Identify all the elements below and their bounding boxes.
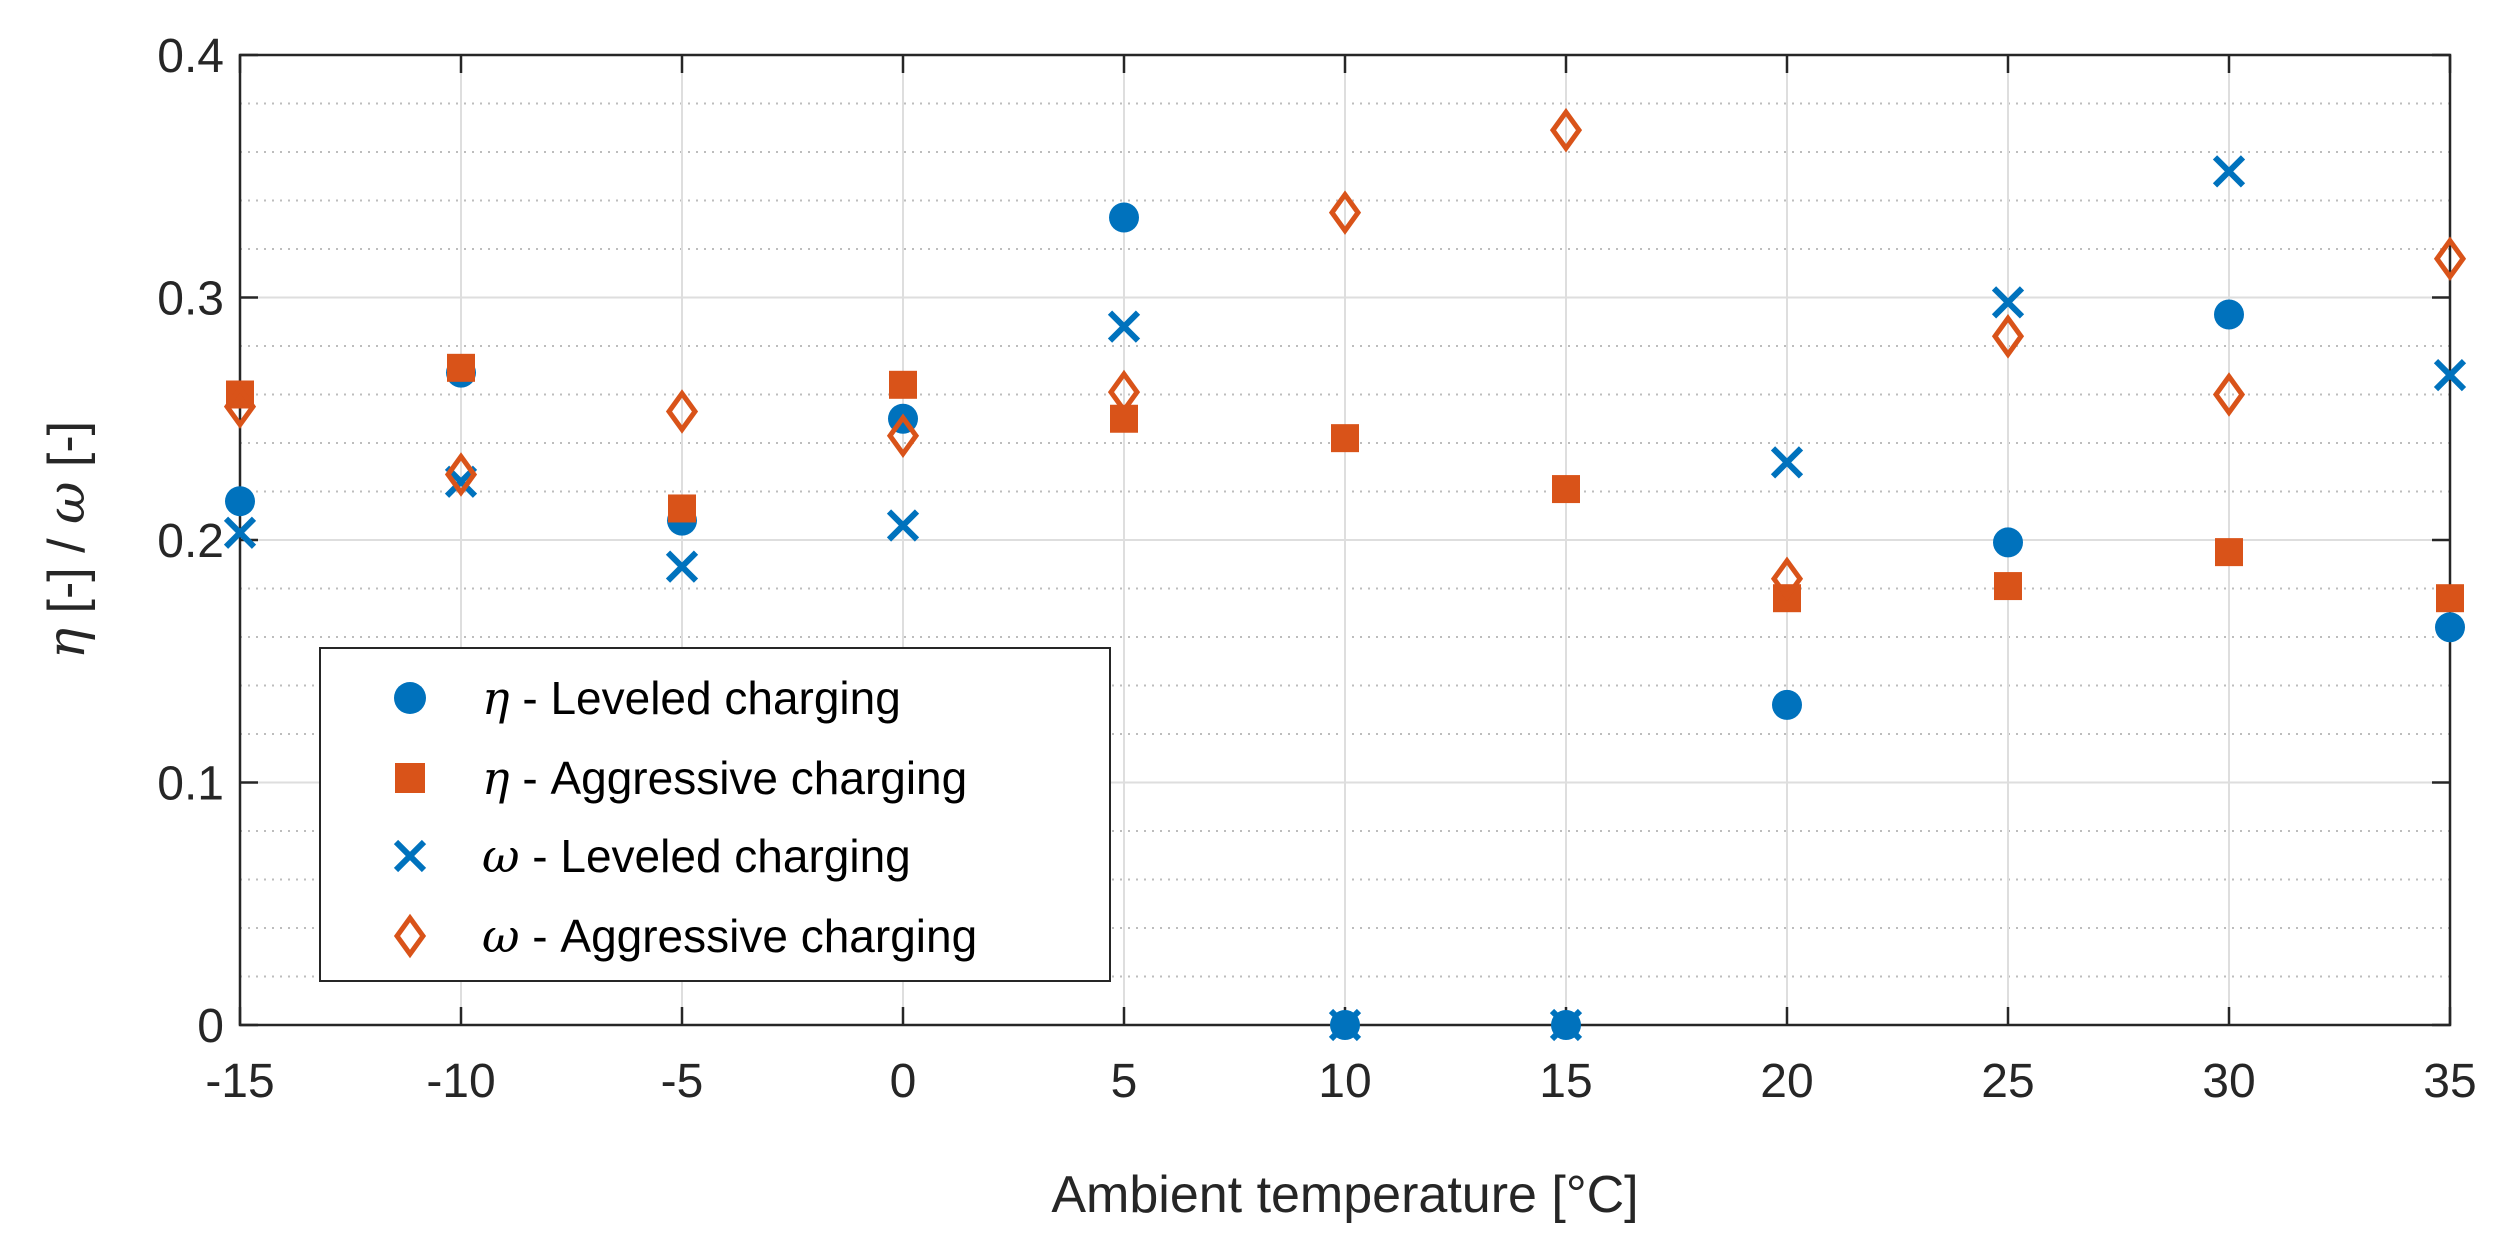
data-point-diamond bbox=[2212, 372, 2246, 417]
legend-entry-omega-leveled: ω - Leveled charging bbox=[393, 829, 911, 883]
y-tick-label: 0.1 bbox=[157, 758, 224, 811]
x-tick-label: 0 bbox=[890, 1055, 917, 1108]
data-point-circle bbox=[1772, 689, 1802, 720]
legend-box bbox=[319, 647, 1111, 982]
legend-symbol-eta: η bbox=[482, 751, 510, 805]
x-tick-label: -5 bbox=[661, 1055, 704, 1108]
y-tick-label: 0 bbox=[197, 1000, 224, 1053]
data-point-circle bbox=[1109, 202, 1139, 233]
legend-label-eta-aggressive: - Aggressive charging bbox=[510, 752, 968, 804]
legend-marker-x bbox=[393, 839, 427, 873]
data-point-diamond bbox=[444, 452, 478, 497]
svg-text:ω - Leveled charging: ω - Leveled charging bbox=[482, 829, 911, 883]
legend-symbol-omega: ω bbox=[482, 829, 520, 883]
x-tick-label: 5 bbox=[1111, 1055, 1138, 1108]
data-point-diamond bbox=[1107, 369, 1141, 415]
x-axis-title: Ambient temperature [°C] bbox=[1051, 1166, 1638, 1224]
data-point-diamond bbox=[886, 413, 920, 458]
legend: η - Leveled charging η - Aggressive char… bbox=[319, 647, 1111, 982]
data-point-diamond bbox=[665, 389, 699, 434]
series-2 bbox=[223, 155, 2467, 1042]
data-point-circle bbox=[225, 486, 255, 517]
legend-marker-circle bbox=[394, 682, 426, 714]
x-tick-label: -15 bbox=[205, 1055, 274, 1108]
data-point-x bbox=[1107, 310, 1141, 343]
x-tick-label: 20 bbox=[1760, 1055, 1813, 1108]
data-point-circle bbox=[2214, 299, 2244, 330]
data-point-x bbox=[665, 550, 699, 583]
data-point-square bbox=[1552, 475, 1580, 504]
data-point-x bbox=[2212, 155, 2246, 188]
data-point-circle bbox=[1993, 527, 2023, 558]
legend-symbol-omega: ω bbox=[482, 909, 520, 963]
y-axis-title: η [-] / ω [-] bbox=[37, 421, 97, 659]
y-tick-label: 0.2 bbox=[157, 515, 224, 568]
data-point-x bbox=[1770, 446, 1804, 479]
y-axis-title-eta: η bbox=[37, 628, 97, 659]
legend-entry-eta-leveled: η - Leveled charging bbox=[394, 671, 901, 725]
x-tick-label: -10 bbox=[426, 1055, 495, 1108]
data-point-x bbox=[1328, 1008, 1362, 1042]
data-point-square bbox=[447, 353, 475, 382]
data-point-square bbox=[1994, 572, 2022, 601]
data-point-diamond bbox=[1328, 190, 1362, 235]
data-point-x bbox=[2433, 358, 2467, 392]
svg-text:η - Aggressive charging: η - Aggressive charging bbox=[482, 751, 967, 805]
x-tick-labels: -15 -10 -5 0 5 10 15 20 25 30 35 bbox=[205, 1055, 2476, 1108]
y-axis-title-omega: ω bbox=[37, 482, 97, 524]
data-point-diamond bbox=[2433, 236, 2467, 281]
series-3 bbox=[223, 107, 2467, 602]
data-point-x bbox=[886, 509, 920, 542]
data-point-square bbox=[668, 494, 696, 523]
legend-marker-diamond bbox=[393, 913, 427, 959]
data-point-square bbox=[2436, 584, 2464, 613]
data-point-square bbox=[889, 370, 917, 399]
legend-marker-square bbox=[395, 763, 425, 793]
y-axis-title-sep: [-] / bbox=[38, 524, 96, 628]
legend-entry-omega-aggressive: ω - Aggressive charging bbox=[393, 909, 977, 963]
x-tick-label: 25 bbox=[1981, 1055, 2034, 1108]
data-point-diamond bbox=[223, 384, 257, 429]
data-point-x bbox=[223, 516, 257, 549]
data-point-circle bbox=[2435, 612, 2465, 643]
data-point-diamond bbox=[1770, 556, 1804, 602]
legend-entry-eta-aggressive: η - Aggressive charging bbox=[395, 751, 967, 805]
legend-label-eta-leveled: - Leveled charging bbox=[510, 672, 901, 724]
y-axis-title-unit: [-] bbox=[38, 421, 96, 482]
svg-text:η - Leveled charging: η - Leveled charging bbox=[482, 671, 901, 725]
data-point-square bbox=[1331, 424, 1359, 453]
x-tick-label: 35 bbox=[2423, 1055, 2476, 1108]
data-point-diamond bbox=[1991, 314, 2025, 359]
svg-text:ω - Aggressive charging: ω - Aggressive charging bbox=[482, 909, 977, 963]
data-point-x bbox=[1549, 1008, 1583, 1042]
legend-symbol-eta: η bbox=[482, 671, 510, 725]
x-tick-label: 15 bbox=[1539, 1055, 1592, 1108]
x-tick-label: 30 bbox=[2202, 1055, 2255, 1108]
x-tick-label: 10 bbox=[1318, 1055, 1371, 1108]
data-point-square bbox=[2215, 538, 2243, 567]
data-point-diamond bbox=[1549, 107, 1583, 153]
legend-label-omega-aggressive: - Aggressive charging bbox=[520, 910, 978, 962]
y-tick-labels: 0 0.1 0.2 0.3 0.4 bbox=[157, 30, 224, 1053]
legend-label-omega-leveled: - Leveled charging bbox=[520, 830, 911, 882]
y-tick-label: 0.4 bbox=[157, 30, 224, 83]
data-markers bbox=[223, 107, 2467, 1042]
y-tick-label: 0.3 bbox=[157, 273, 224, 326]
data-point-x bbox=[1991, 286, 2025, 319]
